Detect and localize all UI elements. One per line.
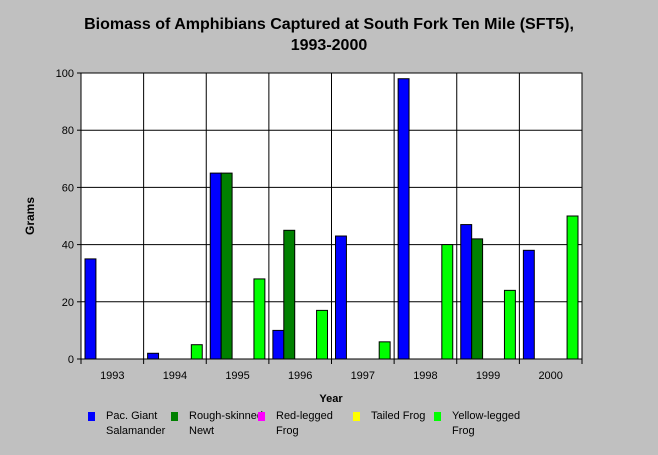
- legend-label-line: Yellow-legged: [452, 410, 521, 422]
- bar-yellow-legged-frog-1999: [503, 289, 516, 360]
- bar-pac-giant-salamander-1996: [272, 329, 285, 360]
- legend-swatch: [353, 412, 360, 421]
- legend-swatch: [258, 412, 265, 421]
- bar-yellow-legged-frog-1996: [316, 309, 329, 360]
- chart-title-line-2: 1993-2000: [290, 37, 368, 54]
- y-tick-label: 60: [62, 182, 74, 194]
- bar-pac-giant-salamander-1998: [397, 78, 410, 360]
- grid-lines: [81, 73, 582, 359]
- legend-label-line: Frog: [452, 425, 475, 437]
- legend-label-line: Rough-skinned: [189, 410, 263, 422]
- y-tick-label: 80: [62, 125, 74, 137]
- y-tick-label: 0: [68, 354, 74, 366]
- y-tick-label: 20: [62, 297, 74, 309]
- legend-label-line: Red-legged: [276, 410, 333, 422]
- legend-label: Pac. Giant Salamander: [106, 409, 196, 439]
- bar-rough-skinned-newt-1995: [220, 172, 233, 360]
- bar-rough-skinned-newt-1996: [283, 229, 296, 360]
- x-tick-label: 1997: [351, 370, 375, 382]
- chart-title: Biomass of Amphibians Captured at South …: [0, 14, 658, 56]
- legend-label-line: Salamander: [106, 425, 166, 437]
- chart-title-line-1: Biomass of Amphibians Captured at South …: [84, 16, 574, 33]
- legend-label-line: Tailed Frog: [371, 410, 426, 422]
- bar-yellow-legged-frog-1997: [378, 341, 391, 360]
- bar-yellow-legged-frog-1995: [253, 278, 266, 360]
- legend-swatch: [434, 412, 441, 421]
- bar-pac-giant-salamander-1999: [460, 224, 473, 360]
- bar-pac-giant-salamander-1997: [335, 235, 347, 360]
- bar-rough-skinned-newt-1999: [471, 238, 484, 360]
- legend-label-line: Newt: [189, 425, 215, 437]
- bar-pac-giant-salamander-2000: [522, 249, 535, 360]
- bar-yellow-legged-frog-1998: [441, 244, 454, 360]
- bar-pac-giant-salamander-1995: [209, 172, 222, 360]
- y-tick-label: 100: [56, 68, 74, 80]
- x-tick-label: 2000: [538, 370, 562, 382]
- legend-label: Yellow-legged Frog: [452, 409, 542, 439]
- bar-yellow-legged-frog-2000: [566, 215, 579, 360]
- legend-label: Red-legged Frog: [276, 409, 366, 439]
- legend-label-line: Pac. Giant: [106, 410, 158, 422]
- axes: 0 20 40 60 80 100 1993 1994 1995 1996 1997 1998 1999…: [56, 68, 583, 382]
- bar-pac-giant-salamander-1993: [84, 258, 97, 360]
- legend-swatch: [88, 412, 95, 421]
- y-axis-label: Grams: [23, 197, 37, 235]
- x-axis-label: Year: [319, 393, 343, 405]
- x-tick-label: 1999: [476, 370, 500, 382]
- legend-label: Tailed Frog: [371, 409, 461, 424]
- x-tick-label: 1995: [225, 370, 249, 382]
- y-tick-label: 40: [62, 240, 74, 252]
- x-tick-label: 1994: [163, 370, 187, 382]
- bars: [84, 78, 579, 360]
- legend: Pac. Giant Salamander Rough-skinned Newt Red…: [0, 409, 658, 449]
- legend-swatch: [171, 412, 178, 421]
- bar-pac-giant-salamander-1994: [147, 352, 160, 360]
- x-tick-label: 1996: [288, 370, 312, 382]
- x-tick-label: 1993: [100, 370, 124, 382]
- legend-label-line: Frog: [276, 425, 299, 437]
- bar-yellow-legged-frog-1994: [190, 344, 203, 360]
- x-tick-label: 1998: [413, 370, 437, 382]
- legend-label: Rough-skinned Newt: [189, 409, 279, 439]
